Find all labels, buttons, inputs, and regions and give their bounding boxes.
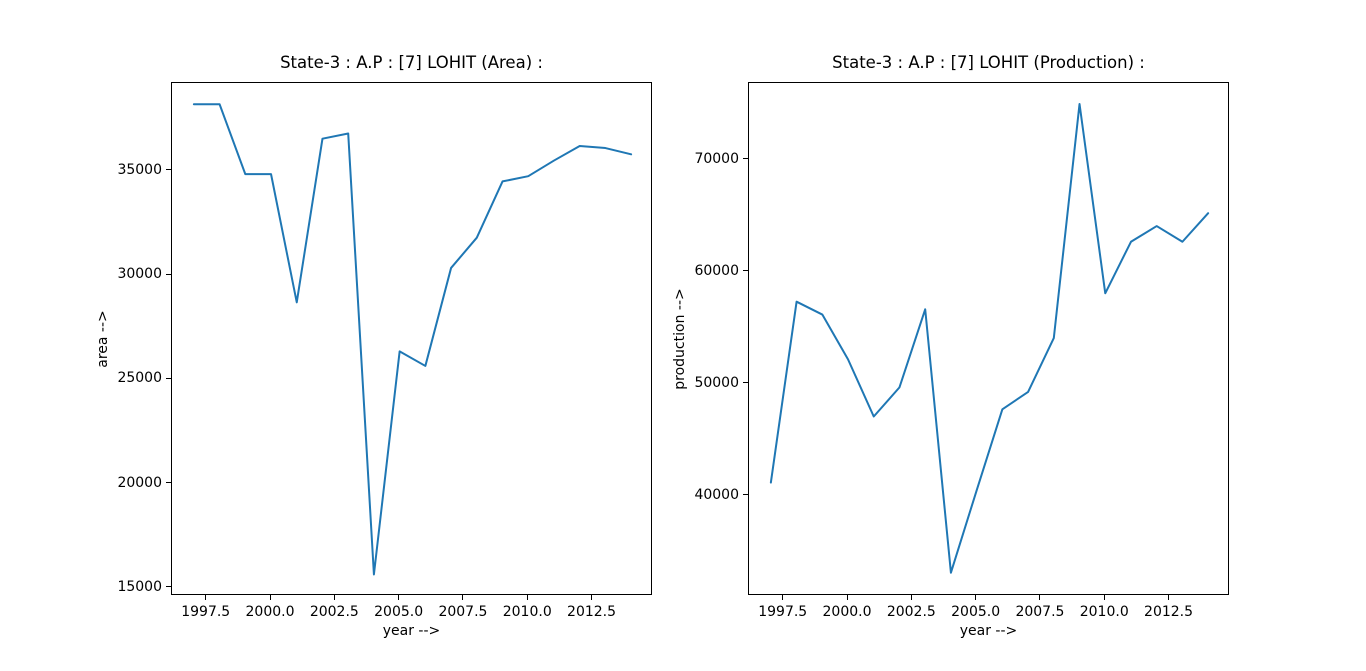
data-line <box>769 103 1210 574</box>
y-tick-mark <box>166 169 171 171</box>
x-tick-label: 2002.5 <box>309 604 359 620</box>
x-tick-mark <box>526 595 528 600</box>
x-tick-mark <box>1039 595 1041 600</box>
chart-title: State-3 : A.P : [7] LOHIT (Production) : <box>832 53 1145 72</box>
x-tick-label: 2007.5 <box>1015 604 1065 620</box>
x-tick-label: 2010.0 <box>502 604 552 620</box>
y-tick-label: 40000 <box>694 486 739 503</box>
y-tick-mark <box>166 482 171 484</box>
x-tick-mark <box>975 595 977 600</box>
y-tick-mark <box>166 586 171 588</box>
x-axis-label: year --> <box>959 623 1018 639</box>
x-tick-mark <box>910 595 912 600</box>
plot-area <box>171 82 652 595</box>
x-tick-mark <box>846 595 848 600</box>
data-line <box>192 103 633 576</box>
y-tick-label: 15000 <box>117 578 162 595</box>
x-tick-mark <box>1168 595 1170 600</box>
x-tick-mark <box>269 595 271 600</box>
y-tick-label: 35000 <box>117 161 162 178</box>
x-tick-label: 2007.5 <box>438 604 488 620</box>
y-axis-label: production --> <box>672 287 688 390</box>
y-tick-label: 20000 <box>117 474 162 491</box>
x-tick-label: 1997.5 <box>758 604 808 620</box>
plot-area <box>748 82 1229 595</box>
x-tick-label: 2012.5 <box>1144 604 1194 620</box>
x-tick-mark <box>782 595 784 600</box>
x-tick-label: 2005.0 <box>951 604 1001 620</box>
x-tick-label: 2010.0 <box>1079 604 1129 620</box>
y-tick-mark <box>166 377 171 379</box>
y-tick-label: 70000 <box>694 150 739 167</box>
x-tick-label: 2012.5 <box>567 604 617 620</box>
y-tick-mark <box>743 158 748 160</box>
line-series-svg <box>769 103 1210 574</box>
x-tick-label: 2000.0 <box>822 604 872 620</box>
x-tick-mark <box>333 595 335 600</box>
x-tick-mark <box>205 595 207 600</box>
y-tick-mark <box>743 270 748 272</box>
y-tick-label: 50000 <box>694 374 739 391</box>
x-axis-label: year --> <box>382 623 441 639</box>
x-tick-mark <box>591 595 593 600</box>
x-tick-mark <box>462 595 464 600</box>
x-tick-label: 2000.0 <box>245 604 295 620</box>
x-tick-mark <box>398 595 400 600</box>
x-tick-mark <box>1103 595 1105 600</box>
x-tick-label: 2005.0 <box>374 604 424 620</box>
line-series-svg <box>192 103 633 576</box>
y-tick-label: 60000 <box>694 262 739 279</box>
chart-title: State-3 : A.P : [7] LOHIT (Area) : <box>280 53 543 72</box>
y-tick-mark <box>743 382 748 384</box>
y-tick-mark <box>166 273 171 275</box>
x-tick-label: 1997.5 <box>181 604 231 620</box>
y-tick-label: 30000 <box>117 266 162 283</box>
y-tick-label: 25000 <box>117 370 162 387</box>
x-tick-label: 2002.5 <box>886 604 936 620</box>
y-tick-mark <box>743 494 748 496</box>
